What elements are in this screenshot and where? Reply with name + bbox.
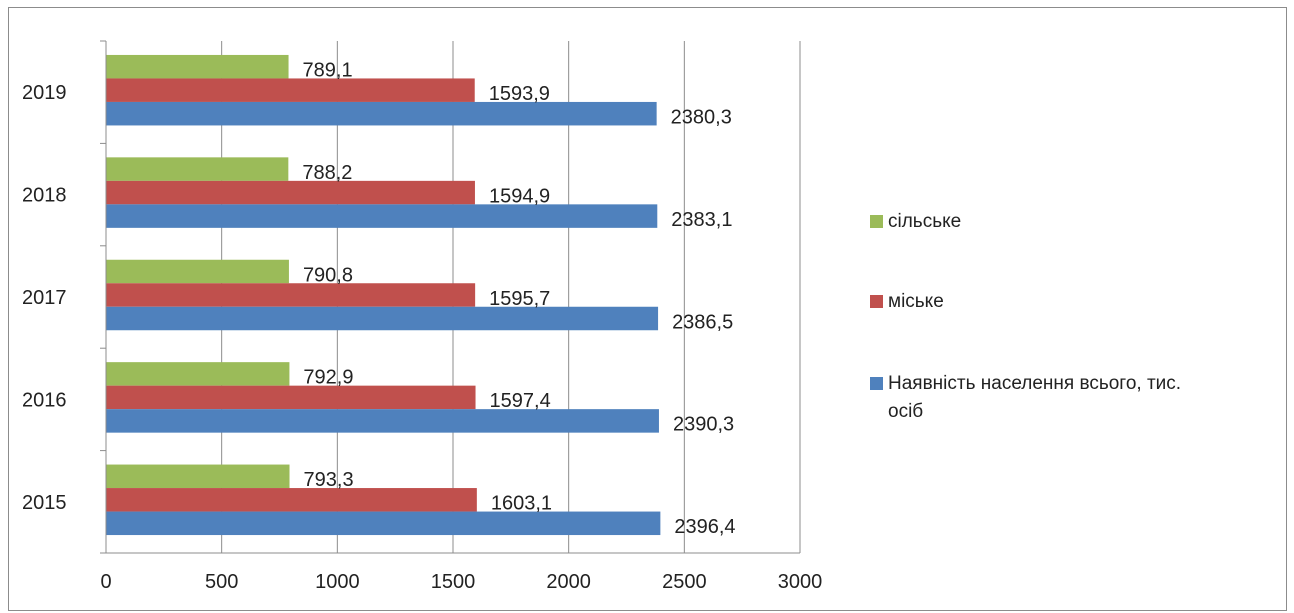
legend-label: Наявність населення всього, тис. (888, 373, 1181, 394)
y-tick-label: 2016 (22, 389, 67, 411)
data-label: 1593,9 (489, 83, 550, 105)
data-label: 2396,4 (674, 516, 735, 538)
data-label: 1595,7 (489, 288, 550, 310)
x-tick-label: 500 (205, 571, 238, 593)
bar (106, 464, 290, 489)
legend-label: сільське (888, 211, 961, 232)
y-tick-label: 2017 (22, 287, 67, 309)
x-tick-label: 2500 (662, 571, 707, 593)
bar (106, 511, 661, 536)
x-tick-label: 3000 (778, 571, 823, 593)
bar (106, 306, 659, 331)
bar (106, 283, 476, 307)
data-label: 2380,3 (671, 106, 732, 128)
y-tick-label: 2018 (22, 185, 67, 207)
x-tick-label: 0 (100, 571, 111, 593)
data-label: 1603,1 (491, 493, 552, 515)
data-label: 1597,4 (490, 390, 551, 412)
bar (106, 362, 290, 386)
bar (106, 54, 289, 79)
data-label: 790,8 (303, 264, 353, 286)
legend-swatch (870, 295, 883, 308)
data-label: 2390,3 (673, 414, 734, 436)
data-label: 789,1 (303, 59, 353, 81)
x-tick-label: 1500 (431, 571, 476, 593)
data-label: 2383,1 (671, 209, 732, 231)
x-tick-label: 2000 (546, 571, 591, 593)
bar (106, 204, 658, 228)
bar (106, 488, 477, 512)
x-tick-label: 1000 (315, 571, 360, 593)
bar (106, 259, 289, 284)
data-label: 792,9 (303, 367, 353, 389)
y-tick-label: 2019 (22, 82, 67, 104)
data-label: 788,2 (302, 162, 352, 184)
legend-label: міське (888, 291, 944, 312)
data-label: 793,3 (304, 469, 354, 491)
bar (106, 180, 475, 205)
bars (106, 54, 661, 536)
legend-swatch (870, 377, 883, 390)
bar (106, 409, 659, 433)
bar (106, 385, 476, 410)
legend-swatch (870, 215, 883, 228)
data-label: 2386,5 (672, 311, 733, 333)
legend: сільське міське Наявність населення всього… (870, 211, 1181, 422)
data-labels: 793,3 1603,1 2396,4 792,9 1597,4 2390,3 790,8 1… (302, 59, 735, 538)
bar (106, 157, 289, 181)
bar (106, 101, 657, 126)
y-tick-label: 2015 (22, 492, 67, 514)
axes: 0 500 1000 1500 2000 2500 3000 2015 2016 2017 2018… (22, 40, 823, 593)
bar (106, 78, 475, 102)
legend-label: осіб (888, 401, 923, 422)
data-label: 1594,9 (489, 185, 550, 207)
